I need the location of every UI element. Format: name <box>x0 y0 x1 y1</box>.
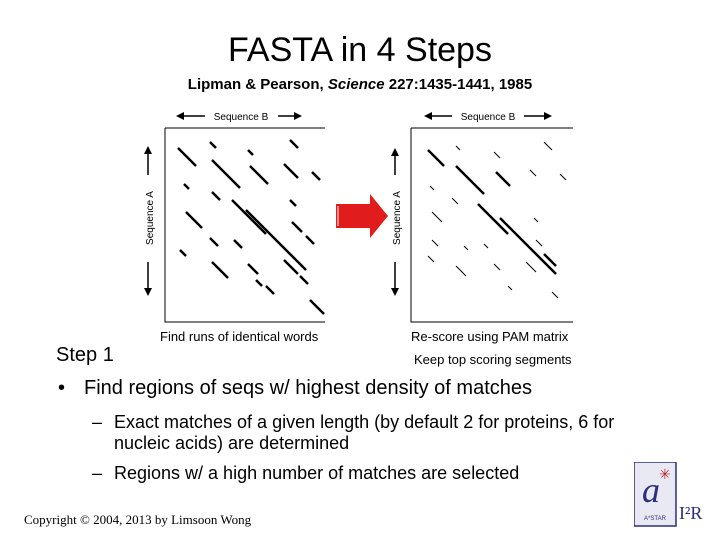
right-seqA-arrowhead-top <box>391 148 399 156</box>
right-segment <box>493 151 501 159</box>
left-panel: Sequence B Sequence A Find runs of ident… <box>144 112 325 344</box>
left-segment <box>265 285 275 295</box>
step-heading: Step 1 <box>56 344 114 366</box>
left-segment <box>255 279 263 287</box>
left-segment <box>211 159 241 189</box>
dash-icon: – <box>92 463 103 483</box>
right-segment <box>525 261 537 273</box>
left-seqA-arrowhead-bottom <box>144 288 152 296</box>
right-segment <box>455 145 461 151</box>
transition-arrow <box>336 194 388 238</box>
left-segment <box>211 261 229 279</box>
right-matrix-border <box>410 128 573 323</box>
arrow-head <box>370 194 388 238</box>
i2r-astar-logo: a ✳ A*STAR I²R <box>634 462 702 527</box>
left-segment <box>233 239 243 249</box>
right-seqA-arrowhead-bottom <box>391 288 399 296</box>
left-top-label: Sequence B <box>214 112 269 123</box>
left-segment <box>245 209 307 271</box>
right-caption-line2: Keep top scoring segments <box>414 352 572 367</box>
left-segment <box>209 141 217 149</box>
right-segment <box>559 173 567 181</box>
left-segment <box>185 211 203 229</box>
right-segment <box>455 165 485 195</box>
citation-authors: Lipman & Pearson, <box>187 76 328 93</box>
right-caption-line1: Re-score using PAM matrix <box>411 329 569 344</box>
right-segment <box>533 217 539 223</box>
right-panel: Sequence B Sequence A Re-score using PAM… <box>391 112 573 367</box>
dash-icon: – <box>92 412 103 432</box>
right-segment <box>529 169 537 177</box>
citation: Lipman & Pearson, Science 227:1435-1441,… <box>0 76 720 93</box>
right-segment <box>429 185 435 191</box>
copyright: Copyright © 2004, 2013 by Limsoon Wong <box>24 512 252 527</box>
subpoint-2: – Regions w/ a high number of matches ar… <box>92 463 672 484</box>
fasta-diagram: Sequence B Sequence A Find runs of ident… <box>144 112 573 367</box>
logo-subtext: A*STAR <box>644 516 667 522</box>
left-segment <box>289 199 297 207</box>
right-segment <box>543 253 557 267</box>
subpoint-text: Exact matches of a given length (by defa… <box>114 412 615 453</box>
right-segment <box>477 203 509 235</box>
left-segment <box>247 263 259 275</box>
right-side-label: Sequence A <box>392 191 403 245</box>
bullet-dot-icon: • <box>58 377 66 399</box>
left-segment <box>283 259 299 275</box>
citation-volume: 227:1435-1441, 1985 <box>384 76 533 93</box>
left-segment <box>209 237 219 247</box>
left-segment <box>249 165 269 185</box>
main-bullet-text: Find regions of seqs w/ highest density … <box>84 377 533 399</box>
subpoint-1: – Exact matches of a given length (by de… <box>92 412 672 454</box>
left-segment <box>179 249 187 257</box>
left-segment <box>305 235 315 245</box>
left-segment <box>289 139 299 149</box>
right-segment <box>427 149 445 167</box>
left-seqB-arrowhead-left <box>176 112 184 120</box>
left-seqA-arrowhead-top <box>144 146 152 154</box>
logo-a-glyph: a <box>642 470 660 510</box>
right-dotplot <box>427 141 567 299</box>
right-segment <box>535 239 543 247</box>
left-segment <box>231 199 267 235</box>
left-side-label: Sequence A <box>145 191 156 245</box>
left-segment <box>211 191 221 201</box>
left-dotplot <box>177 139 325 315</box>
left-segment <box>309 299 325 315</box>
slide-title: FASTA in 4 Steps <box>228 31 492 69</box>
arrow-shaft <box>336 204 370 228</box>
left-segment <box>291 221 303 233</box>
right-segment <box>543 141 553 151</box>
right-seqB-arrowhead-right <box>544 112 552 120</box>
logo-text: I²R <box>679 503 702 523</box>
left-segment <box>311 171 321 181</box>
right-segment <box>431 211 443 223</box>
right-seqB-arrowhead-left <box>424 112 432 120</box>
right-segment <box>427 255 435 263</box>
right-segment <box>551 291 559 299</box>
right-segment <box>507 285 513 291</box>
citation-journal: Science <box>327 76 385 93</box>
right-segment <box>483 243 489 249</box>
right-segment <box>495 171 511 187</box>
left-segment <box>183 183 190 190</box>
left-seqB-arrowhead-right <box>294 112 302 120</box>
left-segment <box>283 163 299 179</box>
main-bullet: • Find regions of seqs w/ highest density… <box>58 377 532 400</box>
left-segment <box>247 149 254 156</box>
right-segment <box>431 239 439 247</box>
right-top-label: Sequence B <box>461 112 516 123</box>
right-segment <box>455 265 467 277</box>
subpoint-text: Regions w/ a high number of matches are … <box>114 463 520 483</box>
left-segment <box>299 275 309 285</box>
left-matrix-border <box>164 128 325 323</box>
logo-star-icon: ✳ <box>659 467 671 483</box>
right-segment <box>451 197 459 205</box>
right-segment <box>463 245 469 251</box>
left-segment <box>177 147 197 167</box>
right-segment <box>499 217 557 275</box>
right-segment <box>493 263 501 271</box>
left-caption: Find runs of identical words <box>160 329 319 344</box>
